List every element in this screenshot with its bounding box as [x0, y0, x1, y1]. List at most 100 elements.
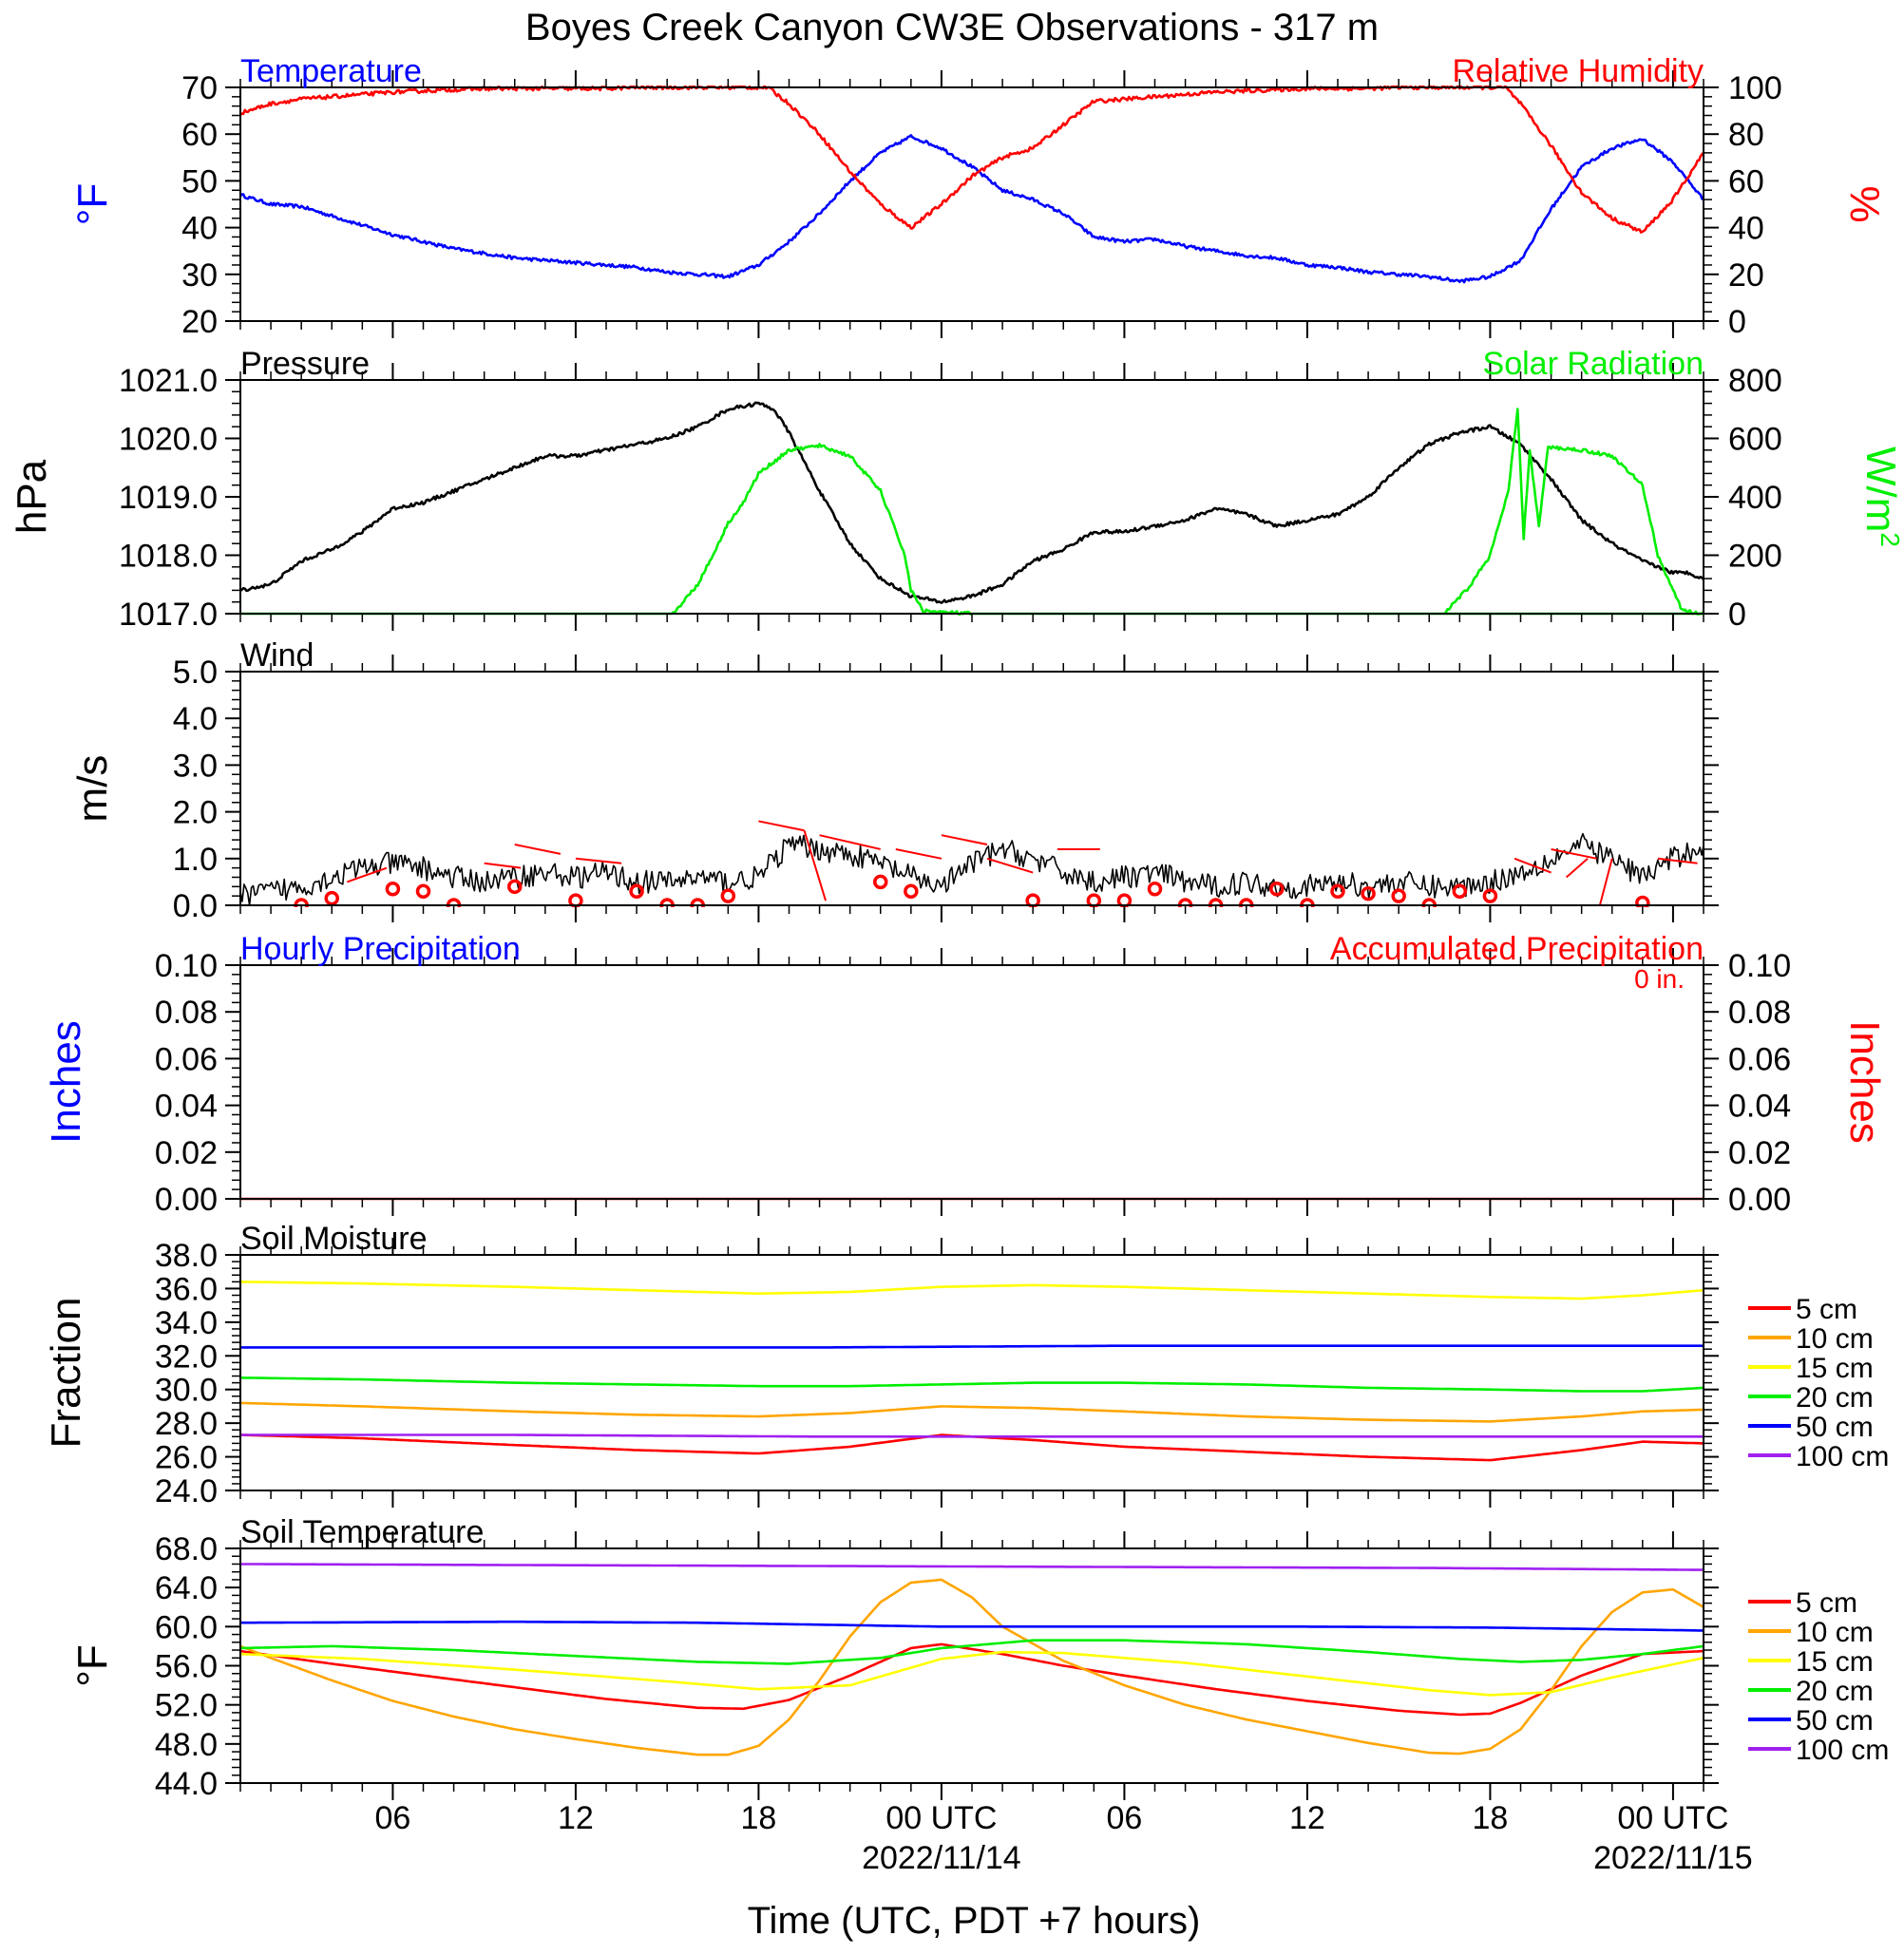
left-axis-label: °F — [69, 183, 116, 225]
left-tick-label: 0.08 — [155, 995, 218, 1031]
right-tick-label: 0.06 — [1728, 1041, 1791, 1077]
series-group — [240, 85, 1704, 284]
legend-label: 20 cm — [1796, 1676, 1874, 1707]
wind-barb — [1565, 858, 1589, 879]
right-axis-label: Inches — [1841, 1020, 1888, 1144]
series-group — [240, 401, 1704, 616]
left-tick-label: 1019.0 — [119, 480, 218, 516]
right-tick-label: 40 — [1728, 211, 1764, 247]
left-tick-label: 1021.0 — [119, 363, 218, 399]
left-tick-label: 44.0 — [155, 1766, 218, 1802]
series-line-50-cm — [240, 1344, 1704, 1349]
series-line-5-cm — [240, 1642, 1704, 1717]
series-line-press_solar-2 — [1443, 408, 1704, 616]
wind-calm-marker — [873, 874, 888, 890]
panel-press_solar: 1017.0 1018.0 1019.0 1020.0 1021.0 0 200 400 600… — [9, 346, 1904, 633]
panel-temp_rh: 20 30 40 50 60 70 0 20 40 60 80 100 Temperature Relat… — [69, 53, 1888, 340]
wind-barb — [346, 866, 388, 883]
right-axis-label: W/m2 — [1857, 446, 1904, 547]
panel-title-left: Pressure — [240, 346, 370, 382]
panel-title-right: Relative Humidity — [1452, 53, 1704, 89]
wind-barb — [941, 834, 988, 846]
left-tick-label: 60 — [181, 117, 218, 153]
left-tick-label: 34.0 — [155, 1305, 218, 1341]
right-tick-label: 0 — [1728, 304, 1746, 340]
left-tick-label: 0.10 — [155, 948, 218, 984]
left-tick-label: 48.0 — [155, 1727, 218, 1763]
panel-title-right: Accumulated Precipitation — [1330, 931, 1704, 967]
left-tick-label: 56.0 — [155, 1649, 218, 1685]
wind-calm-marker — [1635, 895, 1650, 907]
legend-label: 100 cm — [1796, 1735, 1889, 1766]
left-tick-label: 5.0 — [173, 655, 218, 691]
right-axis-label-superscript: 2 — [1876, 532, 1904, 547]
series-line-5-cm — [240, 1433, 1704, 1462]
left-tick-label: 0.06 — [155, 1041, 218, 1077]
series-group — [240, 1281, 1704, 1462]
chart-title: Boyes Creek Canyon CW3E Observations - 3… — [525, 7, 1379, 48]
series-line-temp_rh-0 — [240, 134, 1704, 284]
right-tick-label: 0.10 — [1728, 948, 1791, 984]
left-tick-label: 1.0 — [173, 842, 218, 878]
series-line-press_solar-0 — [240, 401, 1704, 604]
wind-calm-marker — [1452, 883, 1468, 899]
left-axis-label: Fraction — [43, 1298, 89, 1449]
series-line-100-cm — [240, 1433, 1704, 1438]
right-tick-label: 80 — [1728, 117, 1764, 153]
legend-label: 100 cm — [1796, 1441, 1889, 1472]
left-tick-label: 50 — [181, 163, 218, 199]
left-tick-label: 3.0 — [173, 748, 218, 784]
wind-barb — [1514, 857, 1552, 874]
wind-calm-marker — [1482, 888, 1498, 903]
left-axis-label: °F — [69, 1644, 116, 1686]
series-group — [240, 820, 1704, 907]
panel-title-left: Soil Moisture — [240, 1221, 428, 1257]
wind-calm-marker — [1269, 882, 1285, 897]
left-tick-label: 0.0 — [173, 888, 218, 924]
left-tick-label: 60.0 — [155, 1609, 218, 1645]
panel-frame — [239, 86, 1704, 322]
x-tick-date-label: 2022/11/14 — [862, 1840, 1021, 1876]
wind-calm-marker — [1391, 888, 1406, 903]
wind-calm-marker — [385, 882, 401, 897]
wind-calm-marker — [507, 879, 523, 895]
panel-frame — [239, 964, 1704, 1200]
x-tick-label: 18 — [741, 1800, 777, 1836]
panel-title-right: Solar Radiation — [1483, 346, 1704, 382]
series-line-15-cm — [240, 1650, 1704, 1697]
right-tick-label: 0.02 — [1728, 1135, 1791, 1171]
series-line-10-cm — [240, 1401, 1704, 1423]
left-tick-label: 1017.0 — [119, 597, 218, 633]
x-tick-date-label: 2022/11/15 — [1593, 1840, 1753, 1876]
series-line-10-cm — [240, 1578, 1704, 1756]
x-tick-label: 18 — [1473, 1800, 1509, 1836]
panel-title-left: Temperature — [240, 53, 422, 89]
wind-barb — [1551, 847, 1597, 860]
left-tick-label: 52.0 — [155, 1688, 218, 1724]
x-tick-label: 12 — [1289, 1800, 1325, 1836]
panel-frame — [239, 1254, 1704, 1491]
x-tick-label: 06 — [1107, 1800, 1143, 1836]
left-tick-label: 64.0 — [155, 1570, 218, 1606]
panel-precip: 0.00 0.02 0.04 0.06 0.08 0.10 0.00 0.02 0.04 0.06… — [43, 931, 1888, 1218]
left-tick-label: 24.0 — [155, 1473, 218, 1509]
left-tick-label: 20 — [181, 304, 218, 340]
wind-calm-marker — [720, 888, 736, 903]
wind-barb — [895, 847, 942, 860]
panel-frame — [239, 379, 1704, 615]
wind-barb — [514, 844, 562, 855]
legend-label: 15 cm — [1796, 1353, 1874, 1384]
legend-label: 50 cm — [1796, 1412, 1874, 1443]
left-tick-label: 4.0 — [173, 701, 218, 737]
left-tick-label: 70 — [181, 70, 218, 106]
series-line-50-cm — [240, 1620, 1704, 1632]
wind-barb — [986, 857, 1034, 874]
right-tick-label: 800 — [1728, 363, 1782, 399]
right-tick-label: 20 — [1728, 257, 1764, 294]
x-tick-label: 00 UTC — [885, 1800, 997, 1836]
right-tick-label: 200 — [1728, 539, 1782, 575]
right-tick-label: 0.00 — [1728, 1182, 1791, 1218]
left-tick-label: 40 — [181, 211, 218, 247]
panel-wind: 0.0 1.0 2.0 3.0 4.0 5.0 Wind m/s — [69, 637, 1719, 924]
